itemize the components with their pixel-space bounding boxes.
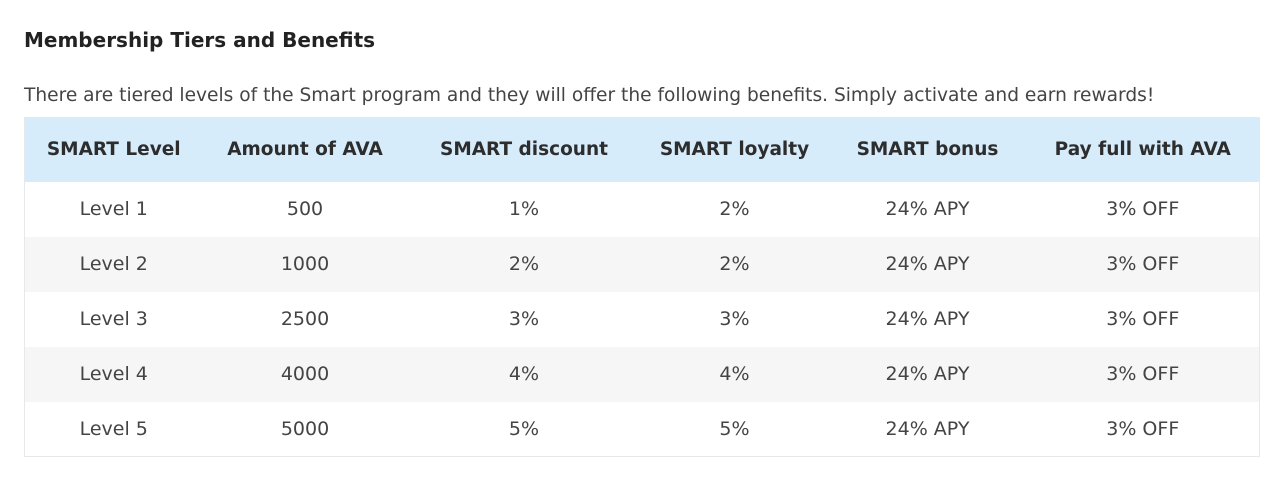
cell-discount: 3% bbox=[508, 308, 540, 330]
table-header: SMART Level Amount of AVA SMART discount… bbox=[24, 117, 1260, 182]
cell-level: Level 5 bbox=[79, 417, 148, 440]
cell-amount: 2500 bbox=[280, 308, 330, 330]
table-row: Level 4 4000 4% 4% 24% APY 3% OFF bbox=[24, 346, 1260, 402]
table-header-row: SMART Level Amount of AVA SMART discount… bbox=[24, 117, 1260, 182]
cell-loyalty: 5% bbox=[719, 417, 750, 440]
header-smart-loyalty: SMART loyalty bbox=[659, 139, 810, 161]
header-smart-level: SMART Level bbox=[46, 139, 181, 161]
cell-bonus: 24% APY bbox=[885, 417, 970, 440]
section-title: Membership Tiers and Benefits bbox=[24, 27, 376, 52]
cell-discount: 4% bbox=[508, 363, 540, 385]
table-body: Level 1 500 1% 2% 24% APY 3% OFF Level 2… bbox=[24, 181, 1260, 457]
membership-tiers-table: SMART Level Amount of AVA SMART discount… bbox=[24, 117, 1260, 457]
cell-amount: 500 bbox=[286, 198, 324, 220]
table-row: Level 5 5000 5% 5% 24% APY 3% OFF bbox=[24, 401, 1260, 457]
cell-loyalty: 2% bbox=[719, 253, 750, 275]
cell-amount: 1000 bbox=[280, 253, 330, 275]
cell-level: Level 2 bbox=[79, 253, 148, 275]
table-row: Level 1 500 1% 2% 24% APY 3% OFF bbox=[24, 181, 1260, 237]
cell-pay-full: 3% OFF bbox=[1106, 198, 1180, 220]
cell-amount: 4000 bbox=[280, 363, 330, 385]
cell-pay-full: 3% OFF bbox=[1106, 308, 1180, 330]
cell-level: Level 1 bbox=[79, 198, 148, 220]
cell-pay-full: 3% OFF bbox=[1106, 363, 1180, 385]
cell-bonus: 24% APY bbox=[885, 253, 970, 275]
table-row: Level 2 1000 2% 2% 24% APY 3% OFF bbox=[24, 236, 1260, 292]
header-amount-of-ava: Amount of AVA bbox=[227, 139, 383, 161]
table-row: Level 3 2500 3% 3% 24% APY 3% OFF bbox=[24, 291, 1260, 347]
cell-discount: 5% bbox=[508, 417, 540, 440]
cell-bonus: 24% APY bbox=[885, 363, 970, 385]
cell-level: Level 4 bbox=[79, 363, 148, 385]
cell-loyalty: 2% bbox=[719, 198, 750, 220]
header-pay-full-with-ava: Pay full with AVA bbox=[1054, 139, 1231, 161]
section-intro: There are tiered levels of the Smart pro… bbox=[24, 84, 1155, 106]
header-smart-bonus: SMART bonus bbox=[856, 139, 999, 161]
cell-discount: 1% bbox=[508, 198, 540, 220]
cell-discount: 2% bbox=[508, 253, 540, 275]
cell-level: Level 3 bbox=[79, 308, 148, 330]
cell-loyalty: 3% bbox=[719, 308, 750, 330]
cell-bonus: 24% APY bbox=[885, 198, 970, 220]
cell-pay-full: 3% OFF bbox=[1106, 417, 1180, 440]
header-smart-discount: SMART discount bbox=[440, 139, 608, 161]
cell-pay-full: 3% OFF bbox=[1106, 253, 1180, 275]
cell-loyalty: 4% bbox=[719, 363, 750, 385]
cell-amount: 5000 bbox=[280, 417, 330, 440]
cell-bonus: 24% APY bbox=[885, 308, 970, 330]
